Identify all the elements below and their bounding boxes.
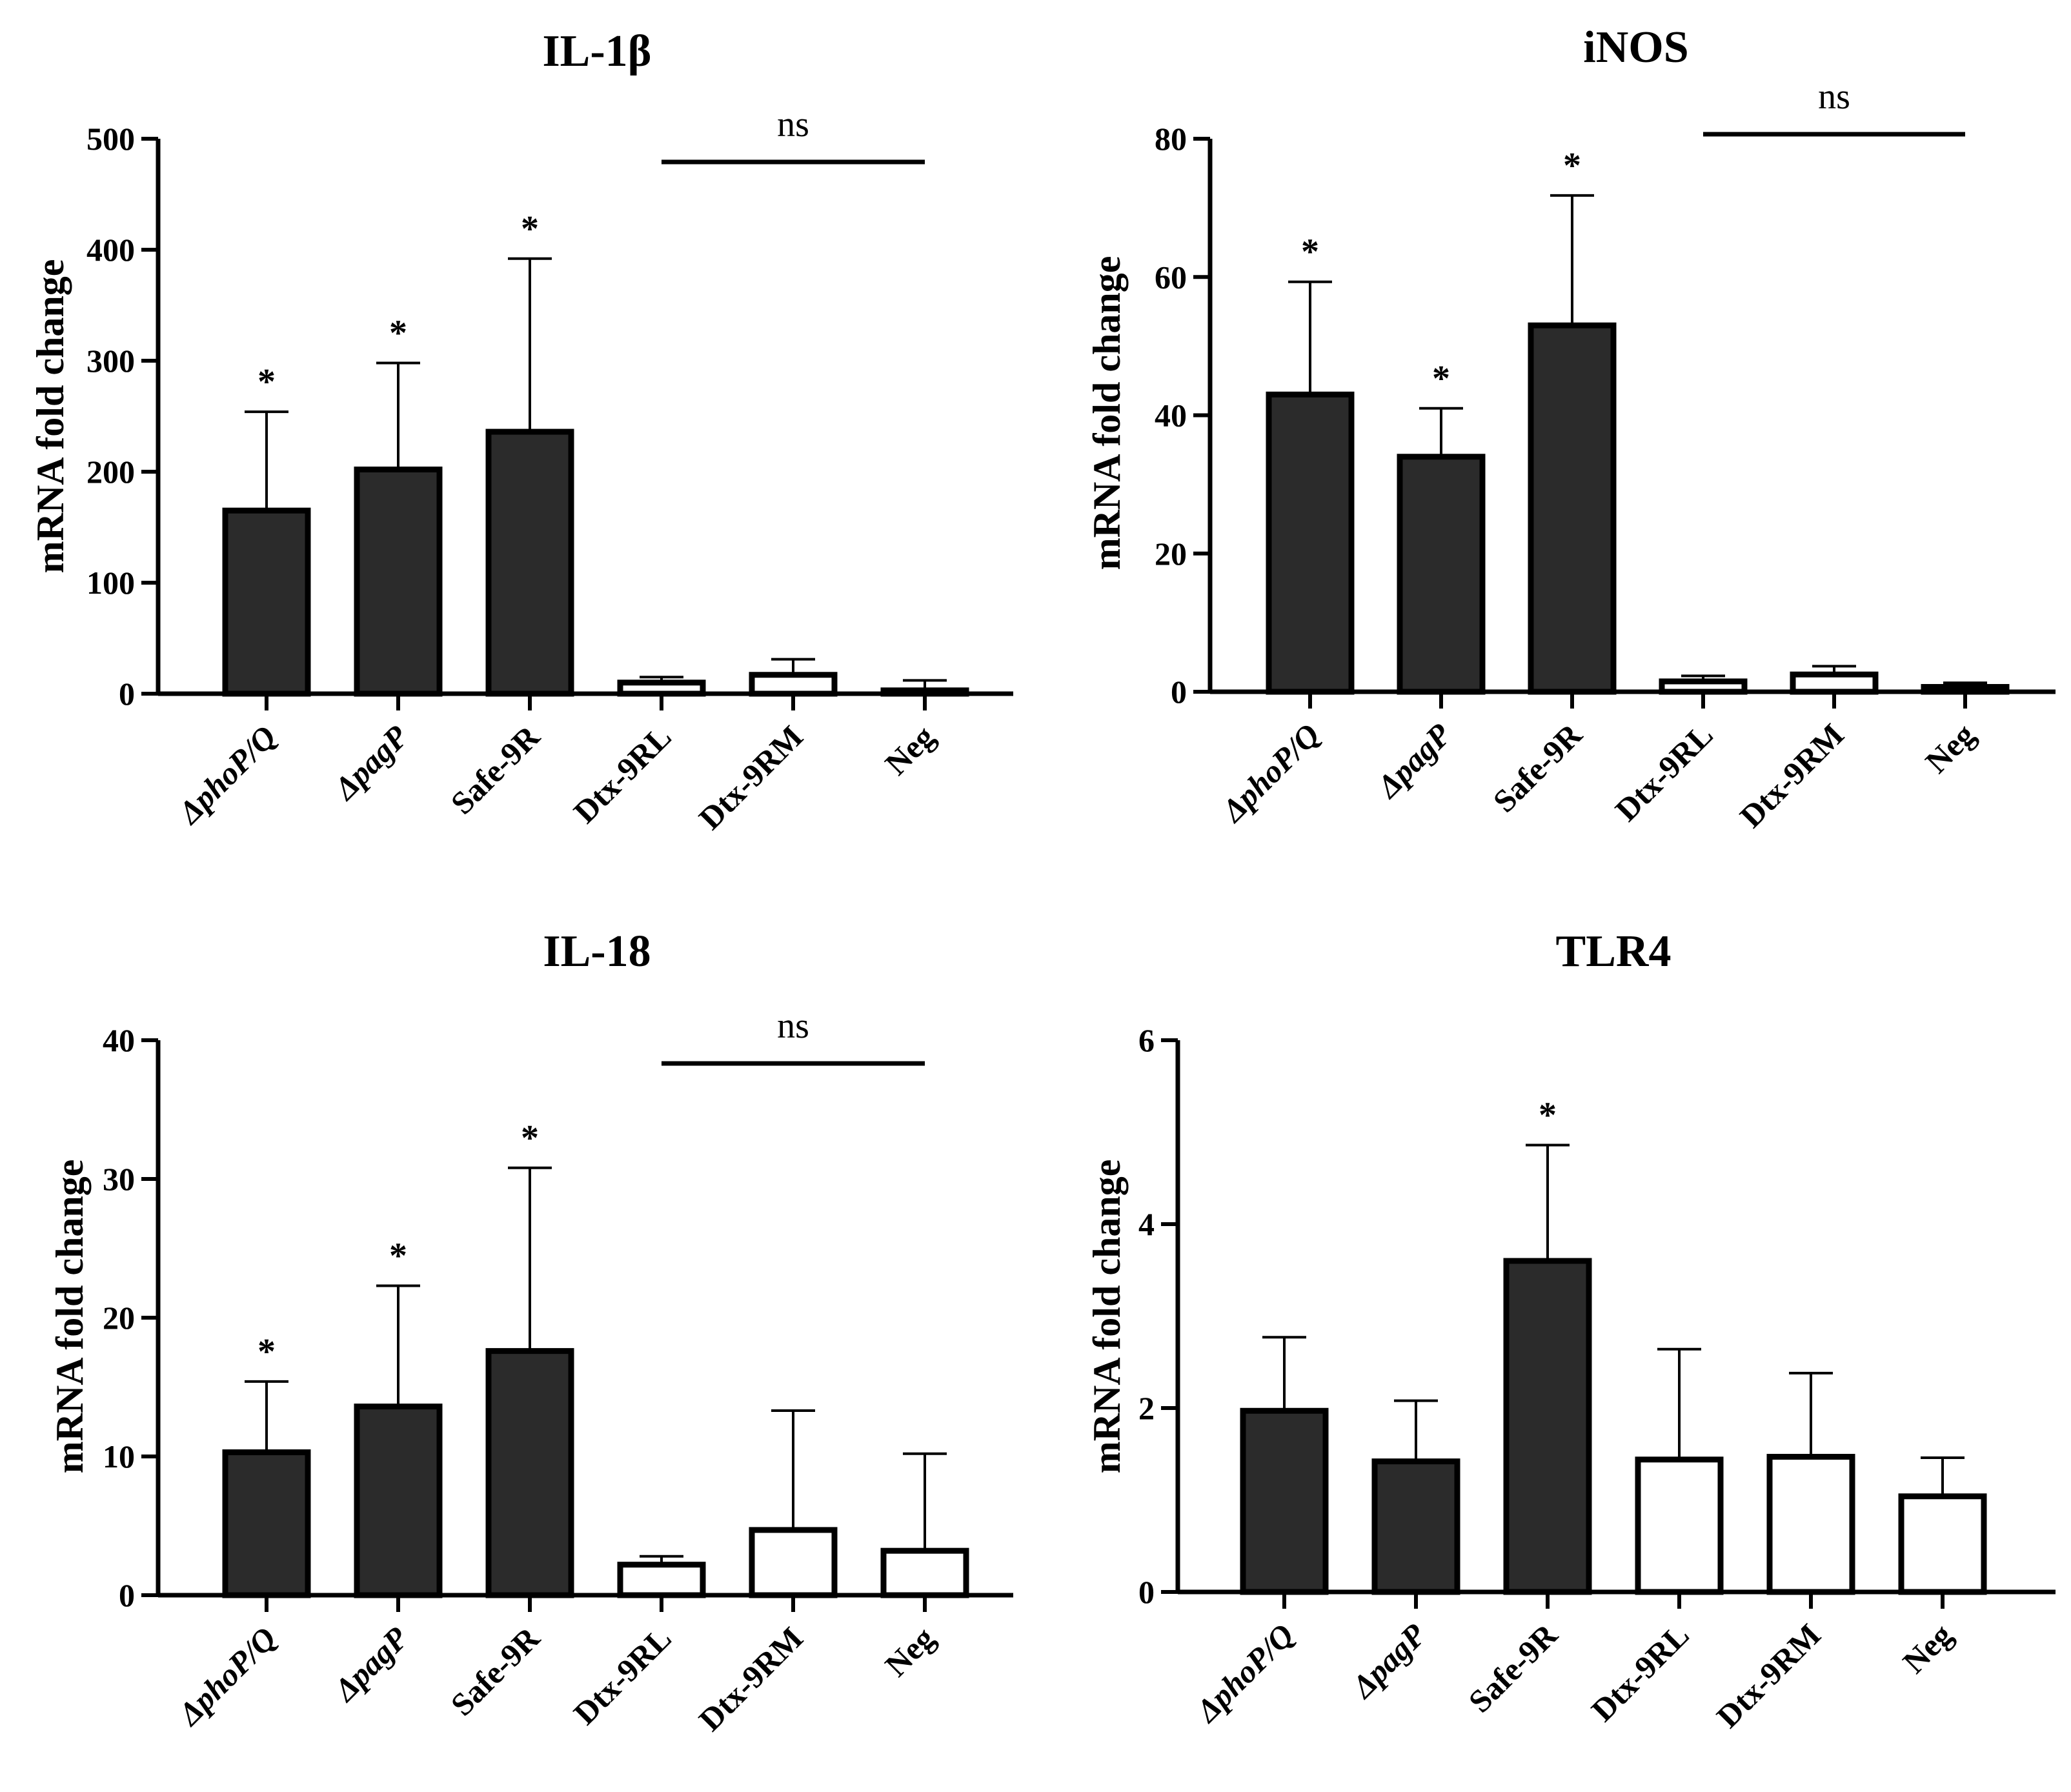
bar	[354, 1404, 443, 1598]
bar	[749, 1527, 838, 1598]
y-tick-label: 40	[103, 1022, 135, 1058]
bar	[1635, 1456, 1724, 1595]
significance-marker: *	[521, 209, 539, 249]
x-tick-label: Dtx-9RL	[567, 1620, 678, 1731]
significance-marker: *	[1539, 1095, 1557, 1135]
y-tick-label: 200	[86, 454, 135, 490]
y-tick-label: 4	[1138, 1206, 1155, 1242]
y-tick-label: 400	[86, 232, 135, 268]
x-tick-label: Safe-9R	[443, 1620, 547, 1723]
y-tick-label: 300	[86, 343, 135, 379]
y-tick-label: 0	[1171, 674, 1187, 710]
y-tick-label: 20	[1155, 536, 1187, 572]
ns-label: ns	[777, 105, 809, 145]
x-tick-label: Safe-9R	[443, 718, 547, 821]
ns-label: ns	[777, 1006, 809, 1046]
bar	[1790, 671, 1879, 695]
bar	[880, 687, 969, 697]
y-tick-label: 80	[1155, 121, 1187, 157]
bar	[1240, 1407, 1329, 1595]
y-tick-label: 20	[103, 1300, 135, 1336]
panel-title: IL-1β	[542, 26, 651, 76]
y-tick-label: 2	[1138, 1390, 1155, 1426]
x-tick-label: Dtx-9RL	[567, 718, 678, 830]
bar	[617, 1562, 706, 1598]
panel-tlr4: TLR4 mRNA fold change 0 2 4 6 ΔphoP/Q ΔpagP Sa…	[1086, 927, 2056, 1735]
significance-marker: *	[389, 313, 407, 353]
x-tick-label: ΔpagP	[326, 718, 415, 807]
y-axis-label: mRNA fold change	[1086, 256, 1128, 570]
y-tick-label: 0	[119, 1577, 135, 1613]
y-tick-label: 0	[119, 676, 135, 712]
bar	[222, 507, 311, 697]
y-tick-label: 500	[86, 121, 135, 157]
panel-title: IL-18	[543, 927, 651, 976]
significance-marker: *	[258, 362, 276, 402]
y-axis-label: mRNA fold change	[48, 1160, 91, 1474]
bar	[1921, 684, 2010, 695]
y-tick-label: 0	[1138, 1574, 1155, 1610]
x-tick-label: ΔpagP	[326, 1620, 415, 1709]
significance-marker: *	[258, 1332, 276, 1372]
y-tick-label: 10	[103, 1438, 135, 1475]
y-tick-label: 6	[1138, 1022, 1155, 1058]
bar	[1397, 454, 1486, 695]
x-tick-label: ΔphoP/Q	[1188, 1616, 1301, 1729]
x-tick-label: Neg	[1895, 1616, 1959, 1680]
bar	[485, 428, 574, 697]
bar	[1503, 1258, 1592, 1595]
x-tick-label: Dtx-9RM	[692, 1620, 810, 1738]
bar	[617, 680, 706, 697]
x-tick-label: Dtx-9RL	[1584, 1616, 1696, 1728]
y-tick-label: 100	[86, 565, 135, 601]
bar	[354, 467, 443, 697]
x-tick-label: Neg	[878, 718, 942, 782]
significance-marker: *	[1563, 146, 1581, 186]
ns-label: ns	[1818, 77, 1850, 117]
significance-marker: *	[521, 1118, 539, 1158]
panel-il-18: IL-18 mRNA fold change 0 10 20 30 40 ΔphoP/Q *…	[48, 927, 1013, 1738]
y-axis-label: mRNA fold change	[29, 259, 72, 574]
bar	[1266, 391, 1355, 695]
x-tick-label: Neg	[1918, 716, 1982, 780]
y-tick-label: 30	[103, 1161, 135, 1197]
x-tick-label: ΔpagP	[1369, 716, 1458, 805]
bar	[222, 1449, 311, 1598]
x-tick-label: Dtx-9RM	[1710, 1616, 1828, 1735]
bar	[1898, 1493, 1987, 1595]
panel-inos: iNOS mRNA fold change 0 20 40 60 80 ΔphoP/Q * Δ…	[1086, 23, 2056, 834]
bar	[880, 1547, 969, 1598]
panel-title: TLR4	[1556, 927, 1672, 976]
x-tick-label: Safe-9R	[1486, 716, 1589, 820]
y-tick-label: 40	[1155, 398, 1187, 434]
x-tick-label: ΔphoP/Q	[170, 1620, 283, 1733]
panel-title: iNOS	[1583, 23, 1688, 72]
bar	[485, 1348, 574, 1598]
bar	[1766, 1454, 1855, 1595]
y-tick-label: 60	[1155, 259, 1187, 295]
bar	[1528, 322, 1617, 695]
x-tick-label: Dtx-9RM	[692, 718, 810, 836]
x-tick-label: Dtx-9RL	[1608, 716, 1720, 828]
significance-marker: *	[389, 1236, 407, 1276]
x-tick-label: ΔpagP	[1344, 1616, 1433, 1706]
x-tick-label: ΔphoP/Q	[1214, 716, 1327, 829]
x-tick-label: Neg	[878, 1620, 942, 1684]
significance-marker: *	[1432, 359, 1450, 399]
bar	[1659, 678, 1748, 695]
bar	[1371, 1458, 1460, 1595]
significance-marker: *	[1301, 232, 1319, 272]
x-tick-label: Dtx-9RM	[1733, 716, 1851, 834]
bar	[749, 672, 838, 697]
panel-il-1b: IL-1β mRNA fold change 0 100 200 300 400 500 Δ…	[29, 26, 1013, 836]
x-tick-label: ΔphoP/Q	[170, 718, 283, 831]
x-tick-label: Safe-9R	[1461, 1616, 1564, 1720]
y-axis-label: mRNA fold change	[1086, 1160, 1128, 1474]
